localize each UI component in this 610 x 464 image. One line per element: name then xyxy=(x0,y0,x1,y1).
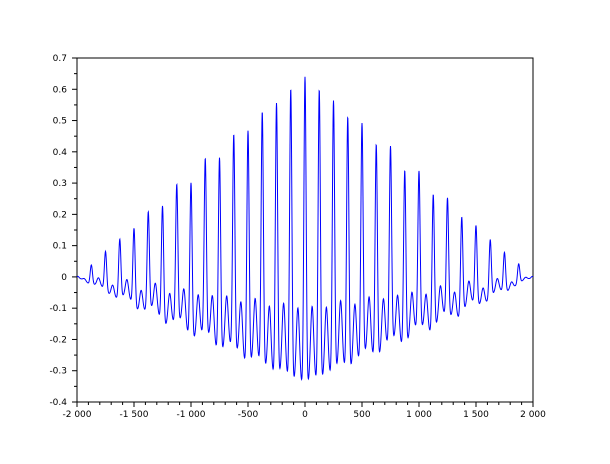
x-tick-label: -500 xyxy=(238,410,259,420)
y-tick-label: 0.3 xyxy=(53,179,67,189)
x-tick-label: -2 000 xyxy=(62,410,91,420)
x-tick-label: 1 000 xyxy=(406,410,432,420)
y-tick-label: -0.3 xyxy=(49,367,67,377)
x-tick-label: -1 500 xyxy=(119,410,148,420)
x-tick-label: 0 xyxy=(302,410,308,420)
x-tick-label: 500 xyxy=(353,410,370,420)
y-tick-label: -0.2 xyxy=(49,335,67,345)
y-axis: -0.4 -0.3 -0.2 -0.1 0 0.1 0.2 0.3 0.4 0.5 0.6 0.7 xyxy=(49,54,77,408)
x-tick-label: -1 000 xyxy=(176,410,205,420)
x-tick-label: 2 000 xyxy=(520,410,546,420)
y-tick-label: 0.2 xyxy=(53,210,67,220)
y-tick-label: 0.7 xyxy=(53,54,67,64)
y-tick-label: 0.5 xyxy=(53,117,67,127)
y-tick-label: -0.1 xyxy=(49,304,67,314)
y-tick-label: 0 xyxy=(61,273,67,283)
x-tick-label: 1 500 xyxy=(463,410,489,420)
y-tick-label: 0.4 xyxy=(53,148,68,158)
series-line xyxy=(76,76,534,382)
y-tick-label: 0.6 xyxy=(53,85,68,95)
x-axis: -2 000 -1 500 -1 000 -500 0 500 1 000 1 500 2 00… xyxy=(62,402,546,420)
y-tick-label: 0.1 xyxy=(53,242,67,252)
y-tick-label: -0.4 xyxy=(49,398,67,408)
plot-area xyxy=(76,57,534,403)
